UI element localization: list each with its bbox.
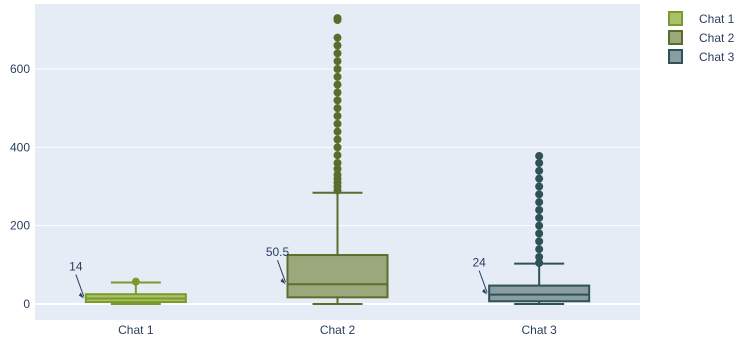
y-tick-label: 0	[23, 297, 30, 311]
outlier-point	[333, 104, 342, 113]
outlier-point	[535, 245, 544, 254]
box-body	[488, 284, 591, 303]
outlier-point	[535, 206, 544, 214]
annotation-arrow	[75, 274, 85, 297]
outlier-point	[333, 14, 342, 23]
outlier-point	[535, 229, 544, 238]
outlier-point	[333, 72, 342, 81]
legend-item[interactable]: Chat 1	[668, 11, 735, 26]
boxes	[84, 14, 591, 305]
outlier-point	[333, 80, 342, 89]
outlier-point	[131, 277, 140, 286]
outlier-point	[333, 57, 342, 66]
box-2	[286, 14, 389, 305]
outlier-point	[333, 119, 342, 128]
legend[interactable]: Chat 1 Chat 2 Chat 3	[668, 11, 735, 64]
annotation-arrow	[277, 260, 286, 283]
legend-label: Chat 2	[699, 31, 735, 45]
annotations: 14 50.5 24	[69, 245, 488, 299]
outlier-point	[333, 49, 342, 58]
outlier-point	[333, 135, 342, 144]
y-tick-label: 200	[10, 219, 30, 233]
outlier-point	[333, 96, 342, 105]
outlier-point	[535, 174, 544, 183]
outlier-point	[535, 190, 544, 199]
median-annotation: 50.5	[266, 245, 290, 259]
legend-label: Chat 3	[699, 50, 735, 64]
outlier-point	[333, 164, 342, 173]
legend-swatch	[668, 30, 683, 45]
box-3	[488, 151, 591, 305]
outlier-point	[535, 151, 544, 160]
y-tick-label: 600	[10, 62, 30, 76]
median-annotation: 14	[69, 260, 83, 274]
outlier-point	[333, 127, 342, 136]
outlier-point	[333, 41, 342, 50]
x-tick-label: Chat 3	[521, 323, 557, 337]
outlier-point	[535, 198, 544, 207]
outlier-point	[333, 33, 342, 42]
x-axis: Chat 1 Chat 2 Chat 3	[118, 323, 557, 337]
legend-swatch	[668, 11, 683, 26]
outlier-point	[535, 221, 544, 230]
outlier-point	[333, 65, 342, 73]
outlier-point	[333, 88, 342, 97]
y-tick-label: 400	[10, 140, 30, 154]
outlier-point	[535, 166, 544, 175]
outlier-point	[535, 258, 544, 267]
legend-label: Chat 1	[699, 12, 735, 26]
outlier-point	[535, 159, 544, 167]
outlier-point	[333, 170, 342, 179]
outlier-point	[535, 237, 544, 246]
x-tick-label: Chat 2	[320, 323, 356, 337]
outlier-point	[333, 112, 342, 120]
legend-item[interactable]: Chat 2	[668, 30, 735, 45]
legend-swatch	[668, 49, 683, 64]
annotation-arrowhead	[280, 278, 286, 285]
annotation-arrow	[478, 270, 488, 293]
x-tick-label: Chat 1	[118, 323, 154, 337]
outlier-point	[535, 182, 544, 191]
median-annotation: 24	[472, 256, 486, 270]
outlier-point	[535, 213, 544, 222]
box-1	[84, 277, 187, 305]
annotation-arrowhead	[78, 292, 84, 299]
outlier-point	[535, 253, 544, 261]
outlier-point	[333, 159, 342, 167]
y-axis: 0 200 400 600	[10, 62, 30, 311]
outlier-point	[333, 151, 342, 160]
legend-item[interactable]: Chat 3	[668, 49, 735, 64]
outlier-point	[333, 143, 342, 152]
box-body	[286, 254, 389, 299]
annotation-arrowhead	[482, 288, 488, 295]
